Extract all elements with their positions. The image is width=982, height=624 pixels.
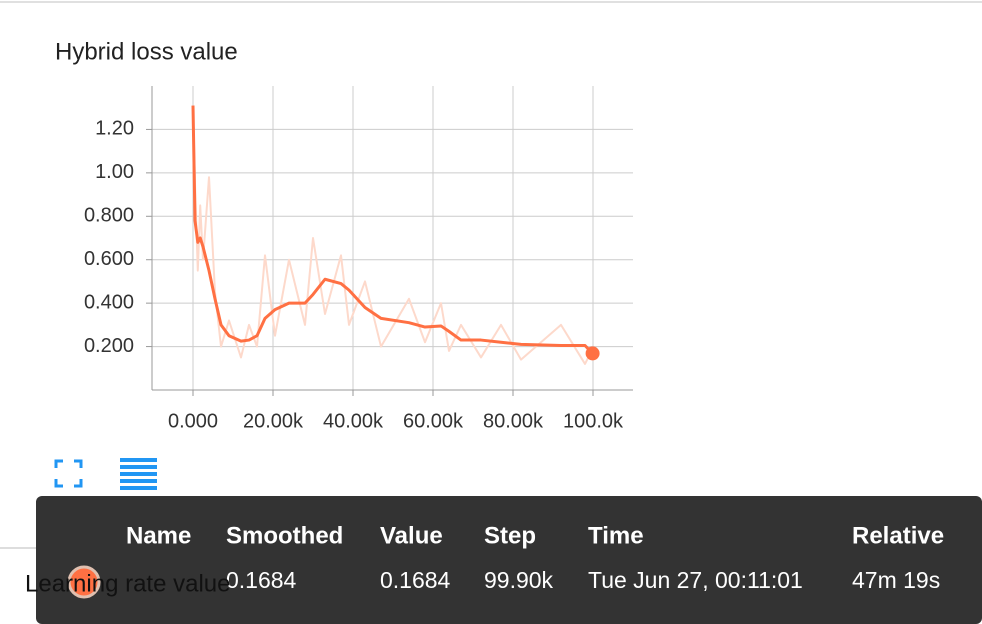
y-tick-label: 0.200 — [84, 335, 134, 357]
hover-point — [585, 346, 600, 361]
fullscreen-button[interactable] — [54, 459, 83, 488]
y-tick-label: 1.20 — [95, 118, 134, 140]
x-tick-label: 0.000 — [168, 410, 218, 432]
tooltip: Name Smoothed Value Step Time Relative 0.1684… — [36, 496, 982, 624]
data-toggle-button[interactable] — [120, 458, 157, 490]
tooltip-header: Value — [380, 522, 443, 549]
tooltip-header: Name — [126, 522, 191, 549]
x-tick-label: 100.0k — [563, 410, 624, 432]
fullscreen-icon — [54, 459, 83, 488]
y-tick-label: 1.00 — [95, 161, 134, 183]
x-tick-label: 80.00k — [483, 410, 544, 432]
tooltip-time: Tue Jun 27, 00:11:01 — [588, 567, 803, 593]
list-icon-line — [120, 486, 157, 490]
plot: 0.200 0.400 0.600 0.800 1.00 1.20 0.000 20.00k 4… — [84, 86, 633, 432]
tooltip-smoothed: 0.1684 — [226, 567, 297, 593]
tooltip-header: Step — [484, 522, 536, 549]
tooltip-header: Relative — [852, 522, 944, 549]
x-tick-label: 20.00k — [243, 410, 304, 432]
series-line — [192, 105, 594, 365]
tooltip-step: 99.90k — [484, 567, 554, 593]
tooltip-relative: 47m 19s — [852, 567, 940, 593]
y-tick-label: 0.600 — [84, 248, 134, 270]
x-tick-label: 40.00k — [323, 410, 384, 432]
list-icon-line — [120, 479, 157, 483]
y-tick-label: 0.800 — [84, 205, 134, 227]
y-tick-label: 0.400 — [84, 291, 134, 313]
series-line — [191, 105, 594, 355]
list-icon-line — [120, 465, 157, 469]
x-tick-label: 60.00k — [403, 410, 464, 432]
tooltip-value: 0.1684 — [380, 567, 451, 593]
list-icon-line — [120, 458, 157, 462]
tooltip-header: Smoothed — [226, 522, 343, 549]
tooltip-box — [36, 496, 982, 624]
series-swatch — [67, 565, 101, 599]
card-title: Learning rate value — [25, 570, 230, 597]
chart-title: Hybrid loss value — [55, 38, 238, 65]
list-icon-line — [120, 472, 157, 476]
tooltip-header: Time — [588, 522, 644, 549]
